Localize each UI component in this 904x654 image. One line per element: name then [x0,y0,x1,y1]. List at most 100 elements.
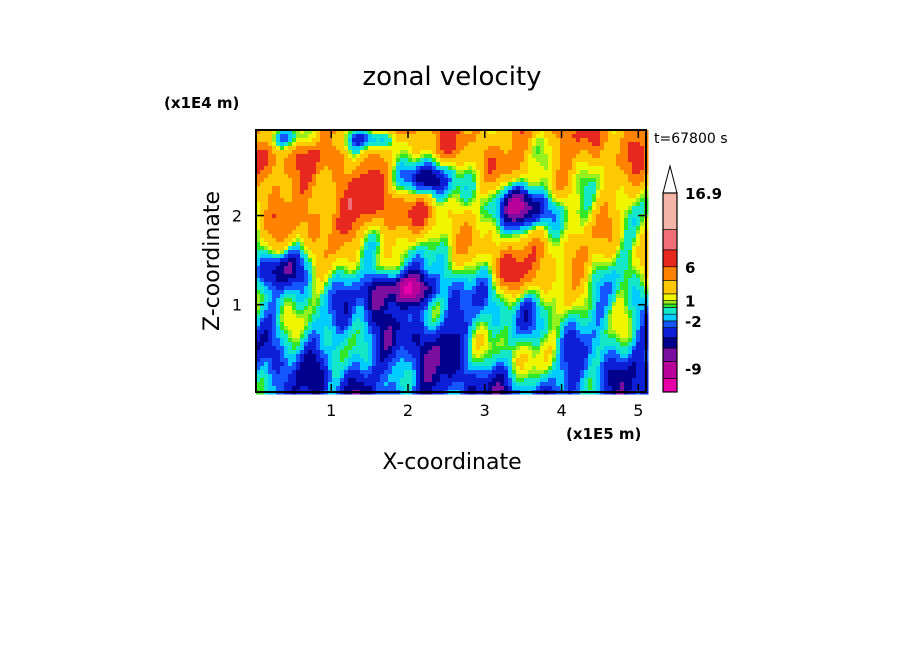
heat-cell [504,314,509,319]
heat-cell [496,330,501,335]
heat-cell [476,186,481,191]
heat-cell [496,290,501,295]
heat-cell [280,314,285,319]
heat-cell [308,262,313,267]
heat-cell [392,178,397,183]
heat-cell [520,254,525,259]
heat-cell [584,150,589,155]
heat-cell [516,142,521,147]
heat-cell [572,210,577,215]
heat-cell [600,166,605,171]
heat-cell [420,206,425,211]
heat-cell [640,198,645,203]
heat-cell [624,266,629,271]
heat-cell [548,310,553,315]
heat-cell [384,146,389,151]
heat-cell [296,326,301,331]
heat-cell [524,138,529,143]
heat-cell [540,286,545,291]
heat-cell [396,246,401,251]
heat-cell [380,178,385,183]
heat-cell [456,138,461,143]
heat-cell [388,138,393,143]
heat-cell [548,214,553,219]
heat-cell [460,178,465,183]
heat-cell [540,138,545,143]
heat-cell [636,326,641,331]
heat-cell [428,174,433,179]
heat-cell [444,174,449,179]
heat-cell [376,226,381,231]
heat-cell [544,262,549,267]
heat-cell [524,294,529,299]
heat-cell [612,290,617,295]
heat-cell [508,170,513,175]
heat-cell [348,134,353,139]
heat-cell [544,302,549,307]
heat-cell [508,302,513,307]
heat-cell [276,302,281,307]
heat-cell [552,202,557,207]
heat-cell [360,310,365,315]
heat-cell [640,138,645,143]
heat-cell [316,142,321,147]
heat-cell [584,142,589,147]
heat-cell [396,242,401,247]
heat-cell [612,282,617,287]
heat-cell [568,190,573,195]
heat-cell [464,278,469,283]
heat-cell [504,158,509,163]
heat-cell [336,274,341,279]
heat-cell [360,170,365,175]
chart-title: zonal velocity [362,62,541,92]
heat-cell [320,146,325,151]
heat-cell [364,154,369,159]
heat-cell [384,278,389,283]
heat-cell [340,258,345,263]
heat-cell [364,214,369,219]
heat-cell [316,154,321,159]
heat-cell [604,158,609,163]
heat-cell [500,274,505,279]
heat-cell [608,170,613,175]
heat-cell [552,166,557,171]
heat-cell [580,226,585,231]
heat-cell [412,282,417,287]
heat-cell [388,182,393,187]
heat-cell [488,262,493,267]
heat-cell [408,326,413,331]
heat-cell [500,190,505,195]
heat-cell [632,254,637,259]
heat-cell [360,242,365,247]
heat-cell [428,314,433,319]
heat-cell [452,162,457,167]
heat-cell [392,130,397,135]
heat-cell [284,174,289,179]
heat-cell [376,174,381,179]
heat-cell [416,210,421,215]
heat-cell [368,322,373,327]
heat-cell [440,178,445,183]
heat-cell [344,294,349,299]
heat-cell [628,314,633,319]
heat-cell [404,266,409,271]
heat-cell [324,174,329,179]
heat-cell [524,258,529,263]
heat-cell [588,194,593,199]
heat-cell [296,242,301,247]
heat-cell [328,322,333,327]
heat-cell [564,146,569,151]
heat-cell [440,174,445,179]
heat-cell [488,170,493,175]
heat-cell [588,274,593,279]
heat-cell [432,318,437,323]
heat-cell [392,250,397,255]
heat-cell [532,218,537,223]
heat-cell [340,218,345,223]
heat-cell [344,150,349,155]
heat-cell [636,194,641,199]
heat-cell [456,130,461,135]
heat-cell [300,178,305,183]
heat-cell [420,174,425,179]
heat-cell [256,182,261,187]
